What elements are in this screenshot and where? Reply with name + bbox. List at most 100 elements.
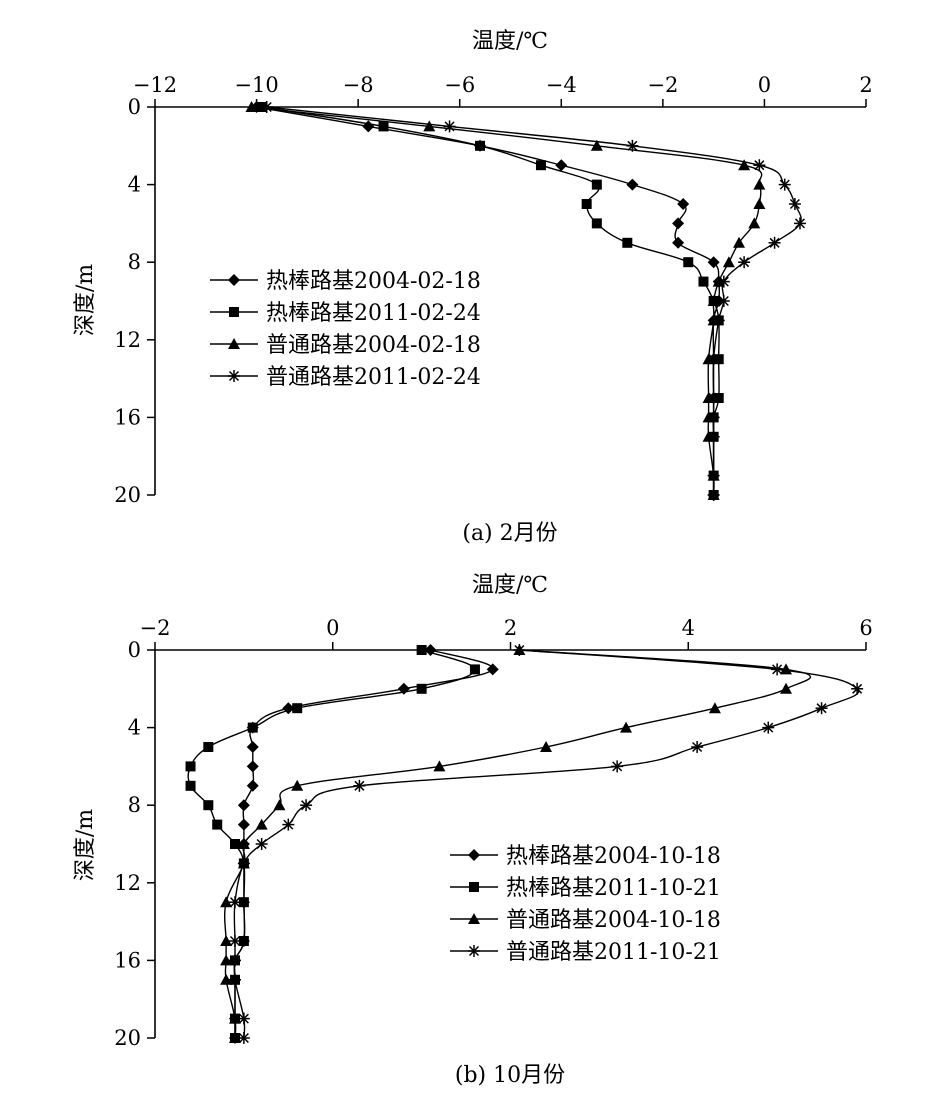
panel-a-x-tick-label: 2 [859, 73, 872, 97]
panel-b-series-4-point [228, 954, 241, 967]
panel-b-series-3-point [708, 702, 721, 714]
panel-b-series-3-point [540, 741, 553, 752]
panel-a-series-3-point [590, 139, 603, 151]
panel-a-legend-item-2: 热棒路基2011-02-24 [210, 301, 481, 326]
panel-b-y-title: 深度/m [73, 809, 98, 881]
panel-a-y-tick-label: 0 [128, 95, 141, 119]
panel-b-series-3-point [273, 799, 286, 811]
panel-a-series-1-point [555, 159, 568, 172]
panel-b-series-1-point [246, 760, 259, 773]
panel-b-x-tick-label: 0 [326, 616, 339, 640]
panel-a-legend-label: 普通路基2011-02-24 [266, 365, 481, 390]
panel-a-series-4-point [707, 469, 720, 482]
panel-b-series-4-point [815, 702, 828, 715]
panel-a-series-1-point [672, 217, 685, 230]
panel-b-x-tick-label: −2 [140, 616, 171, 640]
panel-b-series-4-point [237, 857, 250, 870]
panel-b-series-1-point [237, 799, 250, 812]
panel-a-series-3-point [245, 101, 258, 112]
panel-a-series-4-point [753, 159, 766, 172]
panel-b-series-1 [228, 644, 499, 1044]
panel-b-legend-marker [468, 849, 480, 861]
panel-b-legend-label: 热棒路基2004-10-18 [506, 844, 721, 869]
panel-a-series-4 [260, 101, 806, 501]
panel-b-legend-marker [468, 945, 480, 957]
panel-b-legend-item-1: 热棒路基2004-10-18 [450, 844, 721, 869]
panel-b-legend-item-3: 普通路基2004-10-18 [450, 908, 721, 933]
panel-b-x-tick-label: 6 [859, 616, 872, 640]
panel-a-series-4-point [788, 198, 801, 210]
panel-b-x-title: 温度/℃ [472, 573, 548, 598]
panel-b-series-3-point [220, 973, 233, 985]
panel-a-y-tick-label: 8 [128, 250, 141, 274]
panel-a-x-title: 温度/℃ [472, 29, 548, 54]
panel-b-series-3-point [228, 1032, 241, 1043]
panel-b-series-4-point [513, 644, 526, 656]
panel-b-series-4-point [611, 760, 624, 773]
panel-b-series-3-point [220, 954, 233, 966]
panel-b-series-4-point [771, 663, 784, 676]
panel-b-series-4-point [691, 741, 704, 753]
panel-b-series-2-point [229, 839, 240, 849]
panel-a-series-4-point [626, 139, 639, 152]
panel-b-series-4 [228, 644, 864, 1044]
panel-a-y-title: 深度/m [73, 264, 98, 336]
panel-a-series-3-point [423, 120, 436, 132]
panel-b-series-4-point [228, 896, 241, 909]
panel-b-series-2-point [292, 703, 303, 714]
panel-b-series-2-point [238, 936, 249, 946]
panel-a-series-4-point [443, 120, 456, 133]
panel-a-legend-marker [228, 370, 240, 382]
panel-a-legend-label: 热棒路基2011-02-24 [266, 301, 481, 326]
panel-b-y-tick-label: 0 [128, 638, 141, 662]
panel-b-series-3-point [433, 760, 446, 772]
panel-a-y-tick-label: 16 [114, 405, 141, 429]
panel-a-series-4-point [707, 411, 720, 424]
panel-b-series-4-point [851, 682, 864, 695]
panel-a-series-1-point [677, 198, 690, 210]
panel-a-series-3-point [733, 236, 746, 248]
panel-a-legend-marker [228, 274, 240, 286]
panel-b-series-4-point [237, 1032, 250, 1044]
panel-a-series-1-point [672, 236, 685, 249]
panel-a-series-4-point [707, 353, 720, 366]
panel-a-series-4-point [793, 217, 806, 230]
panel-b-series-2-point [469, 664, 480, 675]
panel-a-x-tick-label: −6 [444, 73, 475, 97]
panel-a-x-tick-label: −8 [343, 73, 374, 97]
panel-b-series-2-point [416, 645, 427, 655]
panel-b-series-4-point [228, 973, 241, 986]
panel-a-legend-label: 热棒路基2004-02-18 [266, 269, 481, 294]
panel-a-series-3-point [753, 178, 766, 190]
panel-a-series-2-point [581, 199, 592, 209]
panel-b-series-3-point [237, 838, 250, 849]
panel-b-series-3-point [255, 818, 268, 830]
panel-a-series-4-point [712, 314, 725, 327]
panel-a-series-3-point [722, 256, 735, 268]
panel-b-series-3-point [780, 663, 793, 675]
panel-a-series-1-point [362, 120, 375, 133]
panel-b-series-2-point [247, 722, 258, 733]
panel-a-legend-marker [228, 338, 240, 349]
panel-b-legend-marker [469, 882, 479, 892]
panel-b-series-2-point [185, 780, 196, 791]
panel-a-series-1-point [707, 256, 720, 269]
panel-a-x-tick-label: −4 [546, 73, 577, 97]
panel-a-series-1-point [626, 178, 639, 191]
panel-a-caption: (a) 2月份 [462, 521, 557, 546]
panel-b-series-4-point [353, 779, 366, 792]
panel-b-series-2-point [212, 819, 223, 830]
panel-a-x-tick-label: −12 [133, 73, 177, 97]
panel-b-caption: (b) 10月份 [455, 1063, 565, 1088]
panel-a-legend-marker [229, 307, 239, 317]
panel-b-y-tick-label: 4 [128, 716, 141, 740]
panel-a-series-2-point [683, 257, 694, 268]
panel-b-series-1-line [233, 649, 494, 1038]
panel-a-series-2-point [475, 140, 486, 151]
panel-b-y-tick-label: 12 [114, 871, 141, 895]
panel-a-series-3-point [753, 198, 766, 209]
